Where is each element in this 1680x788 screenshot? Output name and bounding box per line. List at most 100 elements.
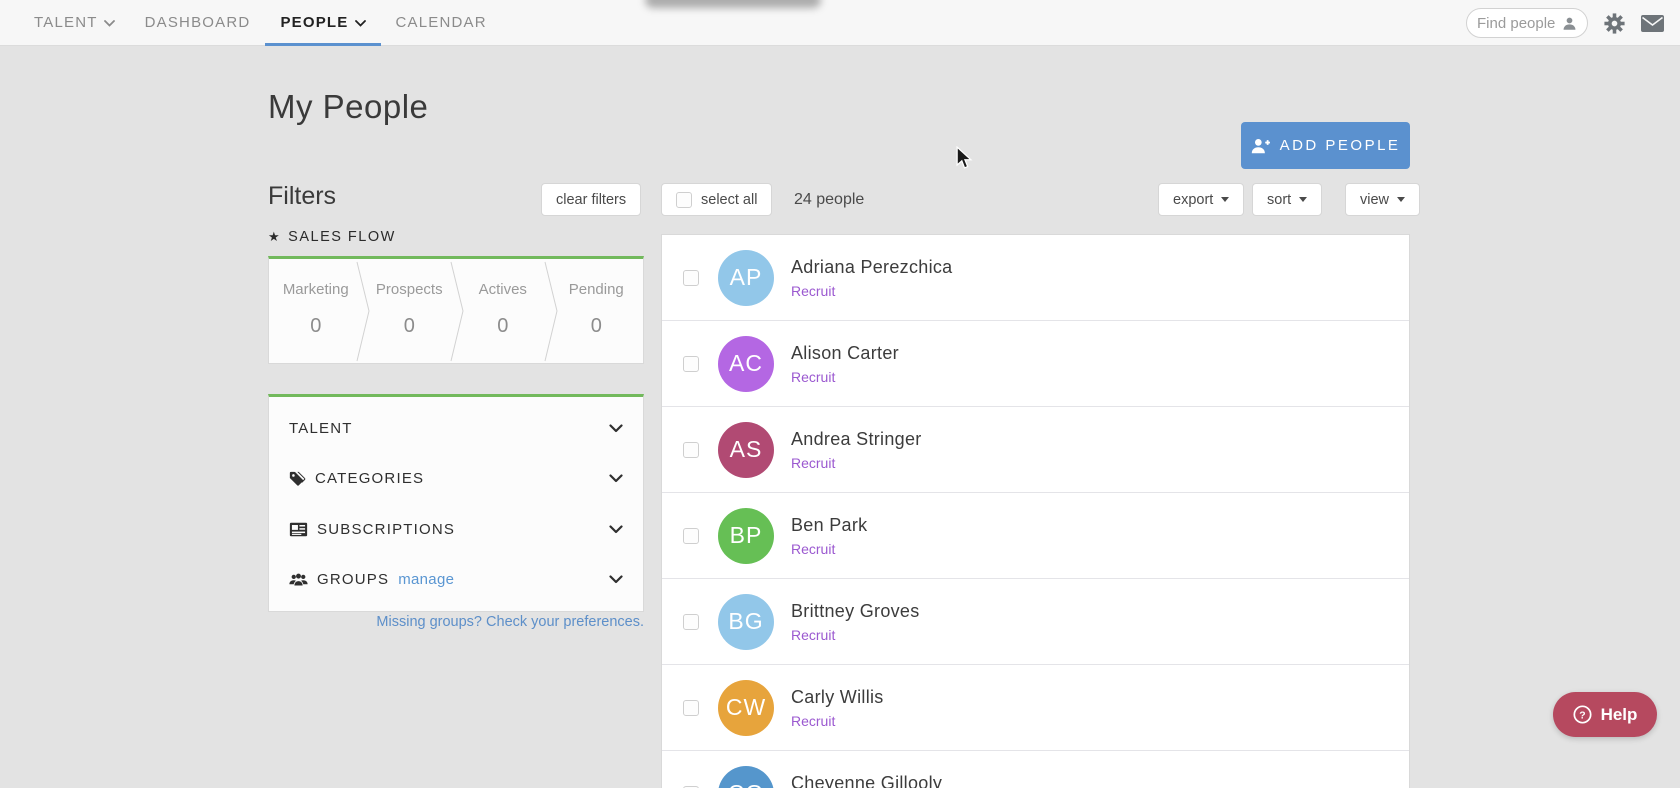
question-circle-icon: ? — [1573, 705, 1592, 724]
recruit-link[interactable]: Recruit — [791, 368, 836, 385]
nav-item-label: DASHBOARD — [144, 14, 251, 31]
messages-button[interactable] — [1641, 14, 1664, 32]
recruit-link[interactable]: Recruit — [791, 626, 836, 643]
accordion-label: CATEGORIES — [315, 470, 425, 488]
sort-label: sort — [1267, 191, 1292, 208]
accordion-groups[interactable]: GROUPS manage — [269, 555, 643, 606]
export-button[interactable]: export — [1158, 183, 1245, 216]
recruit-link[interactable]: Recruit — [791, 540, 836, 557]
chevron-down-icon — [609, 424, 623, 432]
person-name[interactable]: Ben Park — [791, 514, 868, 535]
person-name[interactable]: Brittney Groves — [791, 600, 920, 621]
accordion-subscriptions[interactable]: SUBSCRIPTIONS — [269, 504, 643, 555]
person-name[interactable]: Cheyenne Gillooly — [791, 772, 943, 788]
person-name[interactable]: Adriana Perezchica — [791, 256, 953, 277]
row-checkbox[interactable] — [683, 613, 699, 630]
avatar: CW — [718, 679, 774, 736]
filters-heading: Filters — [268, 182, 337, 210]
select-all-label: select all — [701, 191, 758, 208]
page-title: My People — [268, 88, 429, 125]
people-list: AP Adriana Perezchica Recruit AC Alison … — [661, 234, 1410, 788]
row-checkbox[interactable] — [683, 269, 699, 286]
stage-marketing[interactable]: Marketing 0 — [269, 259, 363, 363]
person-row[interactable]: AC Alison Carter Recruit — [662, 321, 1409, 407]
missing-groups-text[interactable]: Missing groups? Check your preferences. — [376, 614, 644, 630]
person-row[interactable]: CW Carly Willis Recruit — [662, 665, 1409, 751]
avatar: AP — [718, 249, 774, 306]
person-name[interactable]: Andrea Stringer — [791, 428, 922, 449]
person-row[interactable]: BP Ben Park Recruit — [662, 493, 1409, 579]
avatar: AS — [718, 421, 774, 478]
row-checkbox[interactable] — [683, 355, 699, 372]
person-row[interactable]: AS Andrea Stringer Recruit — [662, 407, 1409, 493]
sales-flow-label: ★ SALES FLOW — [268, 229, 396, 245]
accordion-categories[interactable]: CATEGORIES — [269, 454, 643, 505]
avatar: CG — [718, 765, 774, 788]
accordion-talent[interactable]: TALENT — [269, 403, 643, 454]
main-nav: TALENT DASHBOARD PEOPLE CALENDAR — [19, 0, 502, 46]
caret-down-icon — [1221, 197, 1230, 202]
view-button[interactable]: view — [1345, 183, 1421, 216]
row-checkbox[interactable] — [683, 441, 699, 458]
star-icon: ★ — [268, 229, 282, 244]
recruit-link[interactable]: Recruit — [791, 712, 836, 729]
person-row[interactable]: AP Adriana Perezchica Recruit — [662, 235, 1409, 321]
person-row[interactable]: BG Brittney Groves Recruit — [662, 579, 1409, 665]
caret-down-icon — [1299, 197, 1308, 202]
accordion-label: TALENT — [289, 419, 353, 437]
sales-flow-widget: Marketing 0 Prospects 0 Actives 0 Pendin… — [268, 256, 644, 364]
row-checkbox[interactable] — [683, 785, 699, 788]
users-icon — [289, 573, 308, 587]
accordion-label: SUBSCRIPTIONS — [317, 520, 456, 538]
person-plus-icon — [1251, 138, 1270, 153]
nav-item-label: PEOPLE — [280, 14, 349, 31]
settings-button[interactable] — [1604, 12, 1625, 34]
top-navbar: TALENT DASHBOARD PEOPLE CALENDAR — [0, 0, 1680, 46]
add-people-button[interactable]: ADD PEOPLE — [1241, 122, 1410, 169]
stage-count: 0 — [403, 315, 415, 337]
tags-icon — [289, 470, 306, 487]
chevron-down-icon — [609, 575, 623, 584]
find-people-search[interactable] — [1466, 8, 1588, 38]
row-checkbox[interactable] — [683, 699, 699, 716]
clear-filters-button[interactable]: clear filters — [541, 183, 642, 216]
chevron-down-icon — [609, 474, 623, 483]
avatar: BP — [718, 507, 774, 564]
stage-label: Prospects — [375, 281, 443, 298]
clear-filters-label: clear filters — [556, 191, 627, 208]
person-name[interactable]: Carly Willis — [791, 686, 884, 707]
nav-item-calendar[interactable]: CALENDAR — [381, 0, 502, 46]
stage-count: 0 — [590, 315, 602, 337]
stage-pending[interactable]: Pending 0 — [550, 259, 644, 363]
accordion-label: GROUPS — [317, 571, 390, 589]
export-label: export — [1173, 191, 1214, 208]
stage-prospects[interactable]: Prospects 0 — [363, 259, 457, 363]
row-checkbox[interactable] — [683, 527, 699, 544]
avatar: BG — [718, 593, 774, 650]
chevron-down-icon — [609, 525, 623, 533]
view-label: view — [1360, 191, 1390, 208]
person-row[interactable]: CG Cheyenne Gillooly Recruit — [662, 751, 1409, 788]
sort-button[interactable]: sort — [1252, 183, 1323, 216]
envelope-icon — [1641, 14, 1664, 32]
person-name[interactable]: Alison Carter — [791, 342, 899, 363]
nav-item-people[interactable]: PEOPLE — [265, 0, 380, 46]
add-people-label: ADD PEOPLE — [1279, 137, 1401, 154]
help-label: Help — [1600, 704, 1638, 724]
help-button[interactable]: ? Help — [1553, 692, 1657, 737]
recruit-link[interactable]: Recruit — [791, 454, 836, 471]
chevron-down-icon — [103, 20, 115, 27]
stage-actives[interactable]: Actives 0 — [456, 259, 550, 363]
missing-groups-link[interactable]: Missing groups? Check your preferences. — [268, 614, 644, 630]
nav-item-label: CALENDAR — [395, 14, 487, 31]
find-people-input[interactable] — [1477, 14, 1555, 32]
select-all-checkbox[interactable] — [676, 191, 692, 208]
stage-label: Marketing — [282, 281, 349, 298]
stage-label: Actives — [478, 281, 527, 298]
recruit-link[interactable]: Recruit — [791, 282, 836, 299]
nav-item-dashboard[interactable]: DASHBOARD — [130, 0, 266, 46]
manage-groups-link[interactable]: manage — [398, 571, 455, 589]
nav-item-talent[interactable]: TALENT — [19, 0, 130, 46]
select-all-button[interactable]: select all — [661, 183, 773, 216]
caret-down-icon — [1397, 197, 1406, 202]
